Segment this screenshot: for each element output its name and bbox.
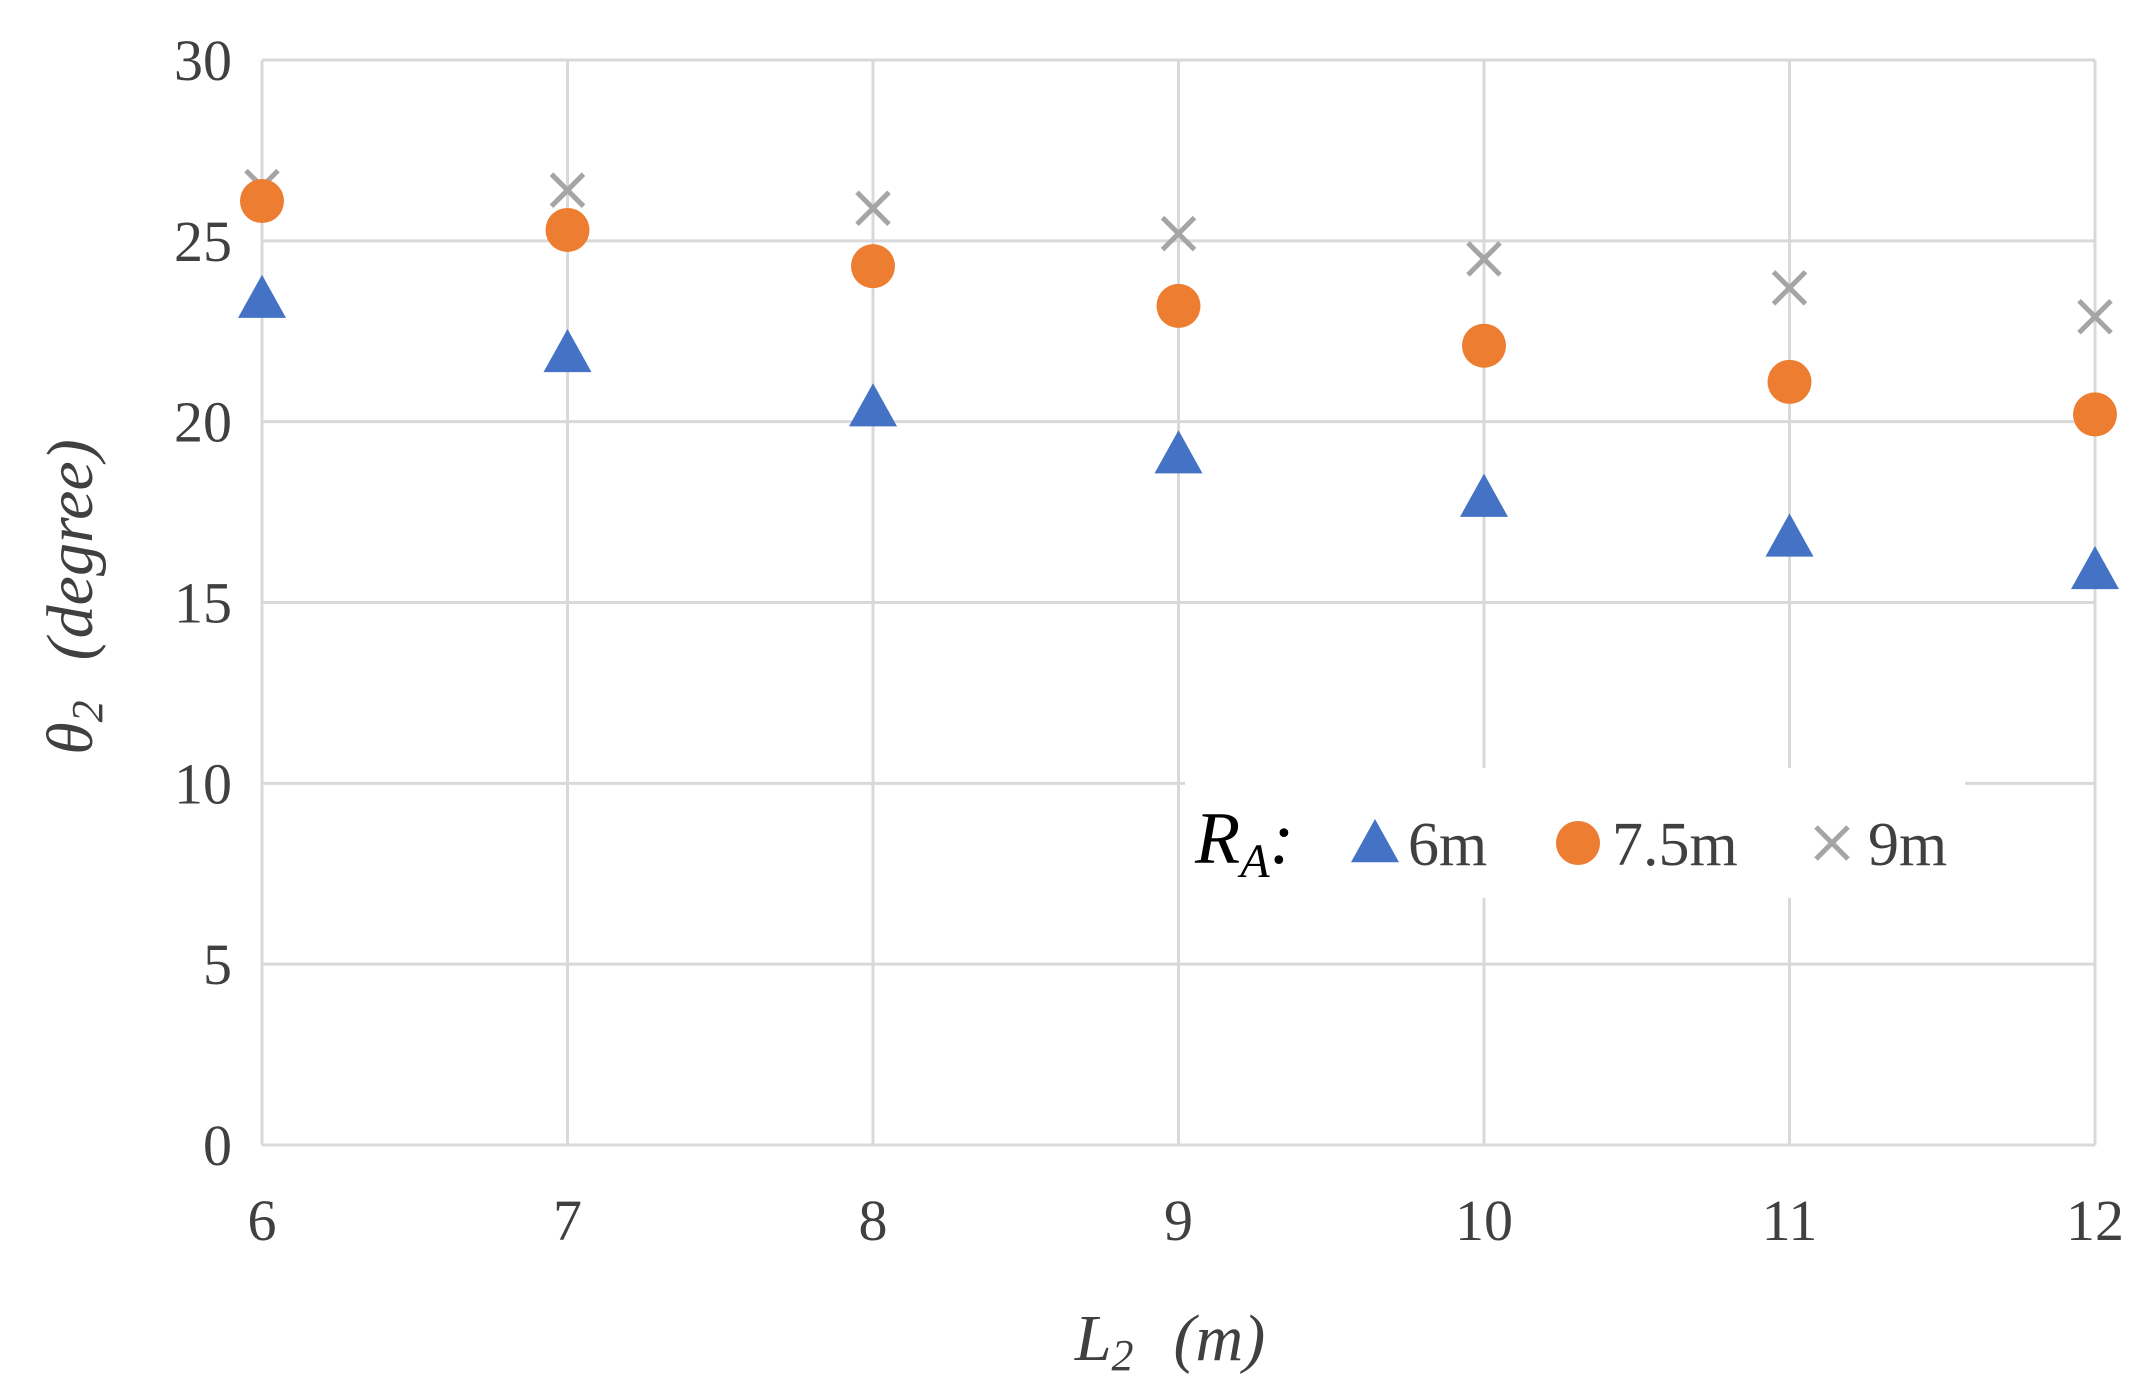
- legend-label: 6m: [1408, 811, 1487, 879]
- data-point-triangle: [849, 383, 897, 427]
- data-point-triangle: [238, 274, 286, 318]
- data-point-x: [549, 172, 586, 208]
- data-point-x: [2077, 299, 2113, 335]
- x-axis-title-unit: (m): [1174, 1302, 1266, 1375]
- data-point-x: [1160, 215, 1197, 252]
- data-point-x: [1466, 241, 1502, 277]
- data-point-circle: [2073, 392, 2117, 437]
- data-point-circle: [1767, 359, 1812, 404]
- x-tick-label: 11: [1762, 1188, 1818, 1253]
- data-point-x: [1771, 270, 1808, 306]
- tick-labels: 0 5 10 15 20 25 30 6 7 8 9 10 11 12: [174, 28, 2124, 1253]
- y-tick-label: 5: [203, 932, 232, 997]
- y-axis-title: θ2 (degree): [34, 439, 112, 755]
- data-point-circle: [851, 244, 895, 289]
- y-tick-label: 20: [174, 390, 232, 455]
- data-point-circle: [1156, 283, 1201, 328]
- y-axis-title-sub: 2: [63, 700, 112, 722]
- data-point-circle: [240, 179, 284, 224]
- x-axis-title-main: L: [1074, 1302, 1112, 1375]
- y-axis-title-main: θ: [34, 722, 107, 754]
- x-tick-label: 7: [553, 1188, 582, 1253]
- y-tick-label: 30: [174, 28, 232, 93]
- legend-marker-circle: [1556, 821, 1600, 865]
- y-axis-title-unit: (degree): [34, 439, 107, 660]
- data-point-triangle: [543, 328, 592, 373]
- data-point-x: [855, 190, 891, 227]
- data-point-triangle: [1460, 473, 1508, 517]
- legend: RA: 6m 7.5m 9m: [1185, 768, 1965, 898]
- data-point-triangle: [1154, 430, 1203, 474]
- legend-label: 9m: [1868, 811, 1947, 879]
- data-point-triangle: [2071, 545, 2119, 590]
- legend-marker-x: [1814, 825, 1850, 861]
- data-point-triangle: [1765, 513, 1814, 557]
- data-point-circle: [545, 207, 590, 252]
- x-tick-label: 12: [2066, 1188, 2124, 1253]
- y-tick-label: 15: [174, 571, 232, 636]
- x-axis-title: L2 (m): [1074, 1302, 1265, 1380]
- legend-title: RA:: [1194, 798, 1294, 888]
- legend-marker-triangle: [1351, 819, 1399, 863]
- data-point-circle: [1462, 323, 1506, 368]
- x-tick-label: 9: [1164, 1188, 1193, 1253]
- x-tick-label: 10: [1455, 1188, 1513, 1253]
- data-markers: [238, 168, 2119, 590]
- x-tick-label: 6: [248, 1188, 277, 1253]
- legend-label: 7.5m: [1612, 811, 1738, 879]
- x-axis-title-sub: 2: [1112, 1331, 1134, 1380]
- y-tick-label: 25: [174, 209, 232, 274]
- x-tick-label: 8: [859, 1188, 888, 1253]
- y-tick-label: 0: [203, 1113, 232, 1178]
- y-tick-label: 10: [174, 751, 232, 816]
